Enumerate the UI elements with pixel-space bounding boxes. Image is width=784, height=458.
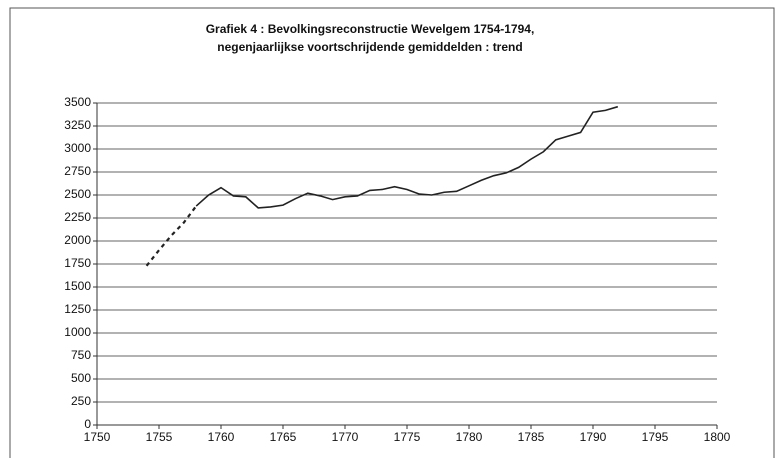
x-tick-label: 1775 — [394, 430, 421, 444]
x-tick-label: 1770 — [332, 430, 359, 444]
x-tick-label: 1760 — [208, 430, 235, 444]
chart-title: Grafiek 4 : Bevolkingsreconstructie Weve… — [206, 22, 535, 36]
chart-frame — [9, 7, 775, 458]
x-tick-label: 1795 — [642, 430, 669, 444]
x-tick-label: 1785 — [518, 430, 545, 444]
y-tick-label: 1500 — [64, 279, 91, 293]
x-tick-label: 1755 — [146, 430, 173, 444]
y-tick-label: 3250 — [64, 118, 91, 132]
data-line — [195, 105, 619, 209]
y-tick-label: 500 — [71, 371, 91, 385]
y-tick-label: 2500 — [64, 187, 91, 201]
y-tick-label: 3500 — [64, 95, 91, 109]
y-tick-label: 1250 — [64, 302, 91, 316]
x-tick-label: 1780 — [456, 430, 483, 444]
y-tick-label: 0 — [84, 417, 91, 431]
y-tick-label: 2750 — [64, 164, 91, 178]
y-tick-label: 250 — [71, 394, 91, 408]
y-tick-label: 750 — [71, 348, 91, 362]
x-tick-label: 1790 — [580, 430, 607, 444]
data-line — [145, 205, 198, 267]
y-tick-label: 3000 — [64, 141, 91, 155]
chart-title: negenjaarlijkse voortschrijdende gemidde… — [217, 40, 522, 54]
y-tick-label: 2000 — [64, 233, 91, 247]
y-tick-label: 1000 — [64, 325, 91, 339]
x-tick-label: 1800 — [704, 430, 731, 444]
y-tick-label: 1750 — [64, 256, 91, 270]
y-tick-label: 2250 — [64, 210, 91, 224]
x-tick-label: 1765 — [270, 430, 297, 444]
x-tick-label: 1750 — [84, 430, 111, 444]
